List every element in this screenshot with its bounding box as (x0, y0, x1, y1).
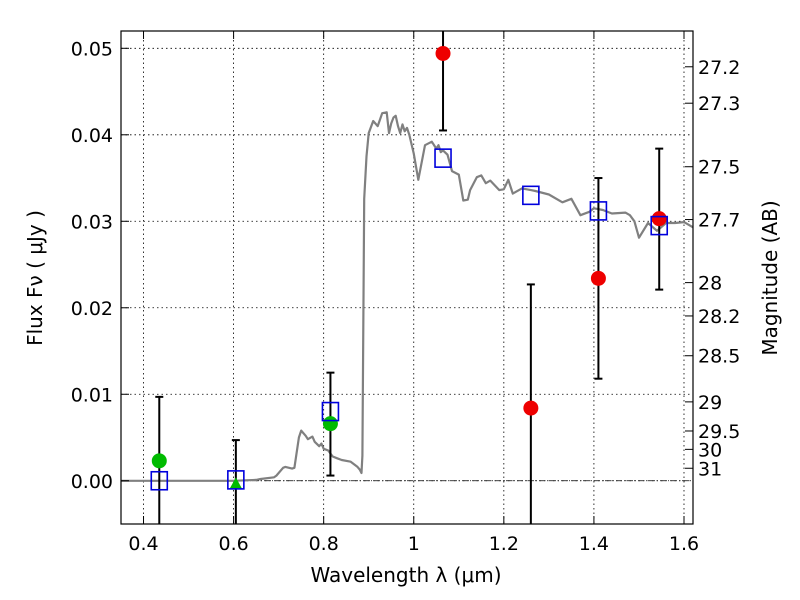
mag-tick-label: 27.7 (698, 210, 740, 232)
mag-tick-label: 28 (698, 273, 722, 295)
model-point (321, 401, 340, 422)
x-tick-label: 1.2 (489, 533, 519, 555)
mag-tick-label: 28.2 (698, 306, 740, 328)
y2-axis-label: Magnitude (AB) (758, 200, 782, 355)
plot-frame (120, 30, 694, 525)
grid (121, 31, 693, 524)
model-sed-line-group (121, 111, 694, 482)
axis-ticks (121, 31, 693, 524)
observed-point (590, 270, 606, 286)
model-sed-line (121, 111, 694, 482)
mag-tick-label: 29.5 (698, 421, 740, 443)
mag-tick-label: 27.5 (698, 157, 740, 179)
y-tick-label: 0.01 (71, 384, 113, 406)
observed-point (322, 416, 338, 432)
model-point (650, 215, 669, 236)
observed-point (151, 453, 167, 469)
model-point (522, 185, 540, 206)
x-tick-label: 0.4 (128, 533, 158, 555)
model-point (434, 148, 452, 168)
y-tick-label: 0.04 (71, 125, 113, 147)
x-axis-label: Wavelength λ (μm) (310, 563, 501, 587)
x-tick-label: 1.6 (669, 533, 699, 555)
model-point (589, 201, 608, 221)
y-tick-labels: 0.00 0.01 0.02 0.03 0.04 0.05 (71, 38, 113, 492)
mag-tick-label: 29 (698, 392, 722, 414)
model-points (150, 148, 669, 491)
model-point (227, 470, 245, 490)
observed-point (229, 477, 242, 489)
mag-tick-label: 30 (698, 439, 722, 461)
x-tick-label: 1.4 (579, 533, 609, 555)
x-tick-label: 0.6 (218, 533, 248, 555)
model-point (150, 470, 169, 491)
mag-tick-label: 27.2 (698, 57, 740, 79)
mag-tick-label: 27.3 (698, 93, 740, 115)
y-axis-label: Flux Fν ( μJy ) (23, 210, 47, 346)
observed-point (523, 400, 539, 416)
mag-tick-label: 28.5 (698, 346, 740, 368)
y-tick-label: 0.03 (71, 211, 113, 233)
observed-point (435, 45, 451, 61)
x-tick-label: 0.8 (309, 533, 339, 555)
y-tick-label: 0.02 (71, 298, 113, 320)
observed-point (651, 211, 667, 227)
y-tick-label: 0.05 (71, 38, 113, 60)
x-tick-labels: 0.4 0.6 0.8 1 1.2 1.4 1.6 (128, 533, 699, 555)
x-tick-label: 1 (408, 533, 420, 555)
y-tick-label: 0.00 (71, 471, 113, 493)
mag-tick-label: 31 (698, 458, 722, 480)
